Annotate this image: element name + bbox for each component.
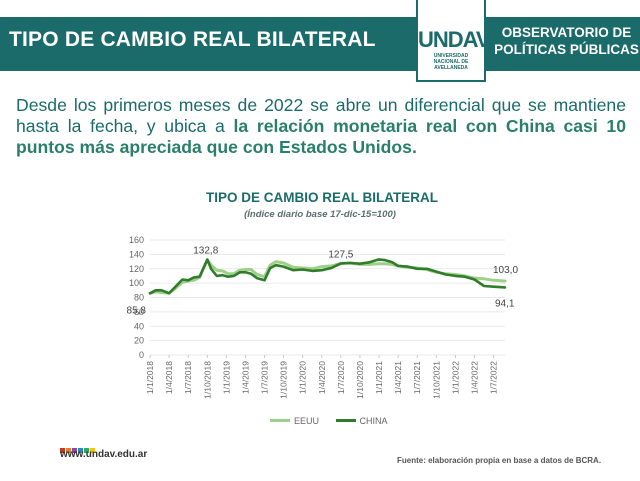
y-tick-label: 40 [134,321,144,331]
logo-line-2: NACIONAL DE [433,59,469,65]
logo-line-3: AVELLANEDA [434,65,468,71]
x-tick-label: 1/1/2022 [450,361,460,394]
y-tick-label: 120 [129,264,144,274]
y-tick-label: 60 [134,307,144,317]
page-title: TIPO DE CAMBIO REAL BILATERAL [9,28,376,51]
brand-dot [72,448,77,453]
chart-title: TIPO DE CAMBIO REAL BILATERAL [206,190,438,205]
data-label: 85,8 [127,305,147,316]
brand-dot [84,448,89,453]
intro-paragraph: Desde los primeros meses de 2022 se abre… [16,95,626,158]
x-tick-label: 1/10/2019 [279,361,289,399]
x-tick-label: 1/1/2020 [298,361,308,394]
chart-subtitle: (Índice diario base 17-dic-15=100) [244,209,396,220]
x-tick-label: 1/10/2020 [355,361,365,399]
intro-text: Desde los primeros meses de 2022 se abre… [16,95,626,136]
source-note: Fuente: elaboración propia en base a dat… [397,456,602,465]
brand-dot [60,448,65,453]
y-tick-label: 140 [129,249,144,259]
legend-label-china: CHINA [359,415,388,426]
x-tick-label: 1/4/2021 [393,361,403,394]
data-label: 132,8 [193,246,218,257]
x-tick-label: 1/4/2022 [469,361,479,394]
title-bar [0,17,640,71]
brand-dots [60,440,96,458]
y-tick-label: 100 [129,278,144,288]
y-tick-label: 160 [129,235,144,245]
x-tick-label: 1/4/2019 [240,361,250,394]
legend-swatch-eeuu [270,419,290,422]
x-tick-label: 1/7/2020 [336,361,346,394]
intro-highlight: la relación monetaria real con China cas… [16,116,626,157]
data-label: 103,0 [493,265,518,276]
x-tick-label: 1/7/2021 [412,361,422,394]
x-tick-label: 1/7/2019 [260,361,270,394]
x-tick-label: 1/1/2019 [221,361,231,394]
chart-legend: EEUU CHINA [270,414,402,426]
brand-dot [78,448,83,453]
logo-mark: UNDAV [418,27,491,52]
logo-line-1: UNIVERSIDAD [433,53,469,59]
brand-dot [66,448,71,453]
legend-item-china: CHINA [335,415,388,426]
legend-label-eeuu: EEUU [294,415,320,426]
x-tick-label: 1/10/2018 [202,361,212,399]
legend-swatch-china [335,419,356,422]
y-tick-label: 20 [134,336,144,346]
y-tick-label: 80 [134,293,144,303]
x-tick-label: 1/7/2022 [489,361,499,394]
legend-item-eeuu: EEUU [270,416,319,426]
x-tick-label: 1/10/2021 [431,361,441,399]
brand-dot [90,448,95,453]
data-label: 94,1 [495,298,515,309]
undav-logo: UNDAV UNIVERSIDAD NACIONAL DE AVELLANEDA [416,0,491,82]
x-tick-label: 1/4/2018 [164,361,174,394]
y-tick-label: 0 [139,350,144,360]
header: TIPO DE CAMBIO REAL BILATERAL UNDAV UNIV… [0,0,640,82]
x-tick-label: 1/1/2021 [374,361,384,394]
x-tick-label: 1/1/2018 [145,361,155,394]
data-label: 127,5 [328,249,353,260]
x-tick-label: 1/4/2020 [317,361,327,394]
observatorio-label: OBSERVATORIO DE POLÍTICAS PÚBLICAS [494,25,639,57]
series-line-china [148,258,507,295]
website-link[interactable]: www.undav.edu.ar [60,449,148,460]
x-tick-label: 1/7/2018 [183,361,193,394]
